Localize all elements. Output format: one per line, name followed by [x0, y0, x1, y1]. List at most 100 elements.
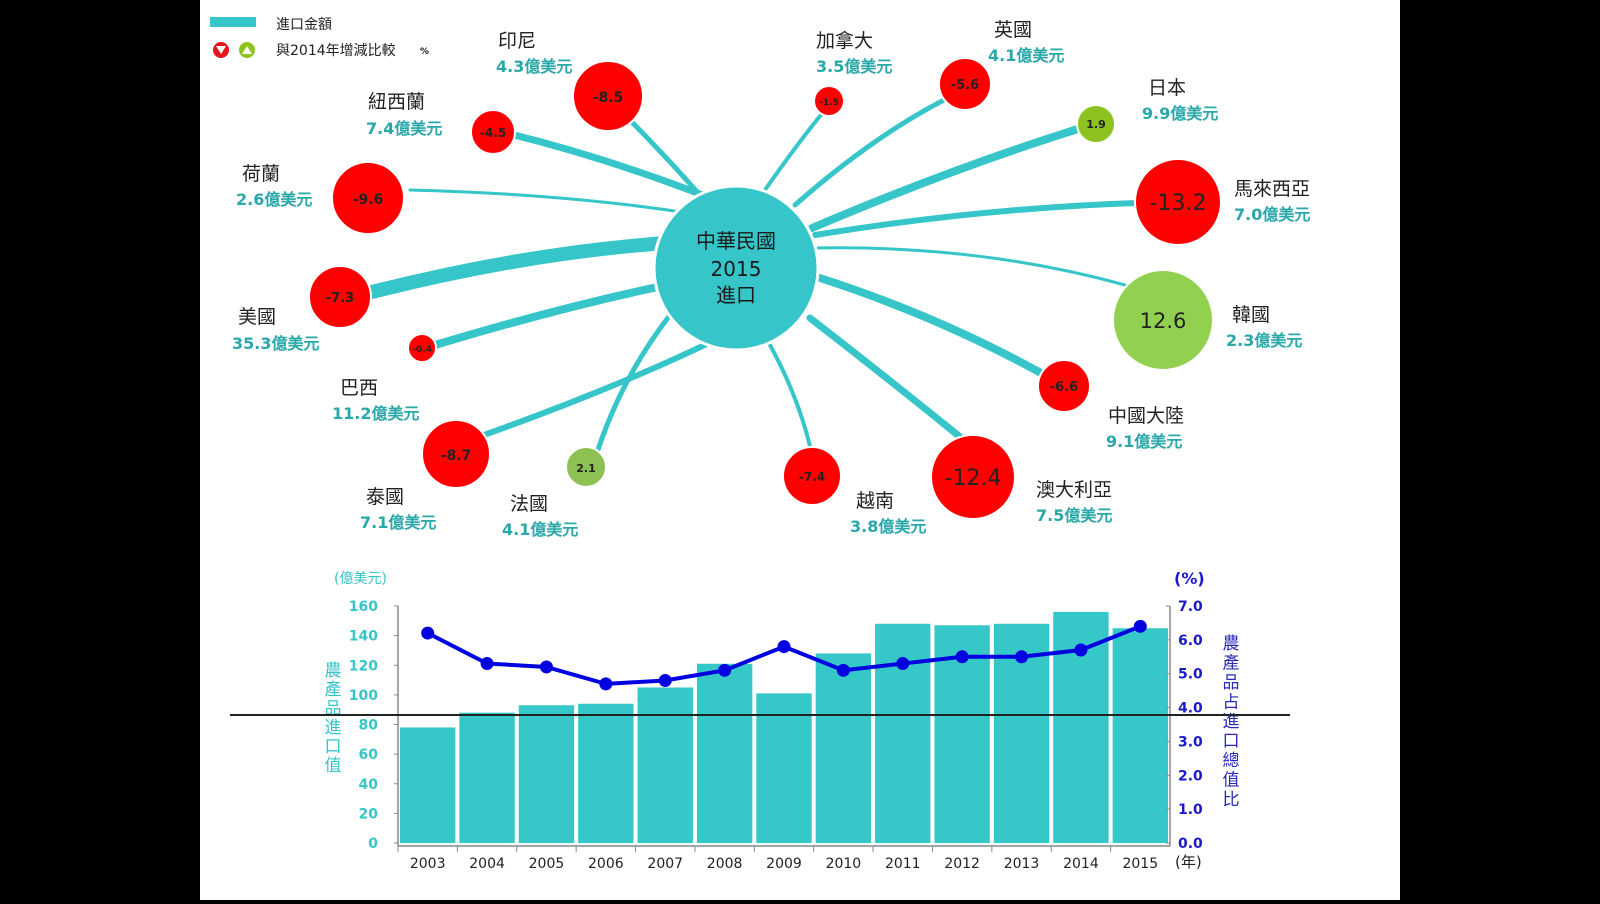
link-france	[593, 312, 673, 459]
bar	[875, 623, 931, 843]
year-label: 2012	[944, 856, 980, 872]
bubble-vietnam[interactable]: -7.4	[782, 446, 842, 506]
link-malaysia	[812, 199, 1178, 238]
bubble-indonesia[interactable]: -8.5	[572, 60, 644, 132]
bubble-china[interactable]: -6.6	[1037, 359, 1091, 413]
bubble-netherlands[interactable]: -9.6	[331, 161, 405, 235]
right-tick-label: 7.0	[1178, 599, 1203, 615]
ratio-point	[658, 673, 672, 687]
bubble-brazil[interactable]: -0.4	[407, 333, 437, 363]
ratio-points	[421, 619, 1147, 691]
bar	[815, 653, 872, 843]
right-axis-title-char: 口	[1223, 732, 1240, 752]
infographic-canvas: 進口金額 與2014年增減比較 %	[200, 0, 1400, 900]
label-usa-name: 美國	[238, 306, 276, 328]
left-tick-label: 140	[349, 629, 378, 645]
bar	[756, 693, 812, 843]
right-axis-title-char: 進	[1223, 712, 1240, 732]
left-tick-label: 80	[359, 718, 379, 734]
bubble-thailand[interactable]: -8.7	[421, 419, 491, 489]
ratio-point	[1015, 650, 1029, 664]
right-unit-label: (%)	[1174, 569, 1205, 588]
center-node: 中華民國 2015 進口	[652, 184, 820, 352]
legend: 進口金額 與2014年增減比較 %	[210, 17, 429, 59]
right-tick-label: 1.0	[1178, 802, 1203, 818]
legend-change-unit: %	[420, 47, 429, 57]
label-korea-amount: 2.3億美元	[1226, 331, 1302, 350]
country-labels: 美國 35.3億美元 巴西 11.2億美元 日本 9.9億美元 中國大陸 9.1…	[232, 19, 1310, 539]
link-australia	[806, 314, 974, 449]
year-label: 2015	[1122, 856, 1158, 872]
left-axis-title-char: 值	[325, 756, 342, 776]
center-line1: 中華民國	[696, 229, 776, 253]
label-malaysia-name: 馬來西亞	[1234, 178, 1310, 200]
year-label: 2010	[826, 856, 862, 872]
ratio-point	[777, 640, 791, 654]
right-tick-label: 6.0	[1178, 633, 1203, 649]
right-axis-ticks: 0.0 1.0 2.0 3.0 4.0 5.0 6.0 7.0	[1178, 599, 1203, 852]
bar	[459, 712, 515, 843]
right-axis-title-char: 值	[1223, 771, 1240, 791]
svg-text:12.6: 12.6	[1140, 309, 1187, 333]
right-axis-title-char: 品	[1223, 673, 1240, 693]
bubble-japan[interactable]: 1.9	[1076, 104, 1116, 144]
left-tick-label: 160	[349, 599, 378, 615]
year-label: 2005	[529, 856, 565, 872]
up-triangle-icon	[239, 42, 255, 58]
bubble-newzealand[interactable]: -4.5	[470, 109, 516, 155]
left-axis-title-char: 產	[325, 680, 342, 700]
label-netherlands-name: 荷蘭	[242, 163, 280, 185]
left-axis-title-char: 農	[325, 661, 342, 681]
label-china-name: 中國大陸	[1108, 405, 1184, 427]
legend-line-label: 進口金額	[276, 17, 332, 33]
center-line2: 2015	[711, 257, 762, 281]
label-china-amount: 9.1億美元	[1106, 432, 1182, 451]
ratio-point	[896, 657, 910, 671]
left-axis-title-char: 進	[325, 718, 342, 738]
ratio-point	[955, 650, 969, 664]
left-tick-label: 40	[359, 777, 379, 793]
bar	[578, 703, 634, 843]
svg-text:-8.7: -8.7	[441, 448, 472, 464]
label-usa-amount: 35.3億美元	[232, 334, 319, 353]
bubble-france[interactable]: 2.1	[565, 446, 607, 488]
x-axis-labels: 2003 2004 2005 2006 2007 2008 2009 2010 2011 2012…	[410, 856, 1158, 872]
svg-text:-12.4: -12.4	[945, 466, 1002, 491]
bubble-australia[interactable]: -12.4	[930, 434, 1016, 520]
bar-line-chart: (億美元) (%) 0 20 40 60 80 100 120 140 160 0.0 1.0 2.…	[230, 569, 1290, 872]
bubble-canada[interactable]: -1.5	[813, 85, 845, 117]
bar	[696, 663, 753, 843]
label-indonesia-amount: 4.3億美元	[496, 57, 572, 76]
bar	[400, 727, 456, 843]
legend-line-swatch	[210, 17, 256, 27]
label-canada-name: 加拿大	[816, 29, 873, 52]
right-axis-title-char: 占	[1223, 693, 1240, 713]
label-france-amount: 4.1億美元	[502, 520, 578, 539]
label-thailand-amount: 7.1億美元	[360, 513, 436, 532]
label-japan-amount: 9.9億美元	[1142, 104, 1218, 123]
link-uk	[792, 89, 963, 208]
x-unit-label: (年)	[1175, 853, 1202, 871]
svg-text:2.1: 2.1	[576, 462, 596, 475]
svg-text:-7.4: -7.4	[799, 470, 825, 484]
year-label: 2014	[1063, 856, 1099, 872]
link-korea	[813, 246, 1127, 287]
bubble-usa[interactable]: -7.3	[308, 265, 372, 329]
year-label: 2003	[410, 856, 446, 872]
label-vietnam-name: 越南	[856, 490, 894, 512]
svg-text:-0.4: -0.4	[412, 345, 432, 355]
center-line3: 進口	[716, 283, 756, 307]
left-tick-label: 100	[349, 688, 378, 704]
right-tick-label: 2.0	[1178, 768, 1203, 784]
label-canada-amount: 3.5億美元	[816, 57, 892, 76]
label-uk-name: 英國	[994, 19, 1032, 41]
year-label: 2009	[766, 856, 802, 872]
bubble-malaysia[interactable]: -13.2	[1134, 158, 1222, 246]
label-netherlands-amount: 2.6億美元	[236, 190, 312, 209]
label-newzealand-name: 紐西蘭	[368, 91, 425, 113]
ratio-point	[480, 657, 494, 671]
bubble-korea[interactable]: 12.6	[1112, 269, 1214, 371]
bubble-uk[interactable]: -5.6	[938, 57, 992, 111]
right-axis-title-char: 總	[1223, 751, 1240, 771]
svg-text:-6.6: -6.6	[1050, 380, 1078, 395]
